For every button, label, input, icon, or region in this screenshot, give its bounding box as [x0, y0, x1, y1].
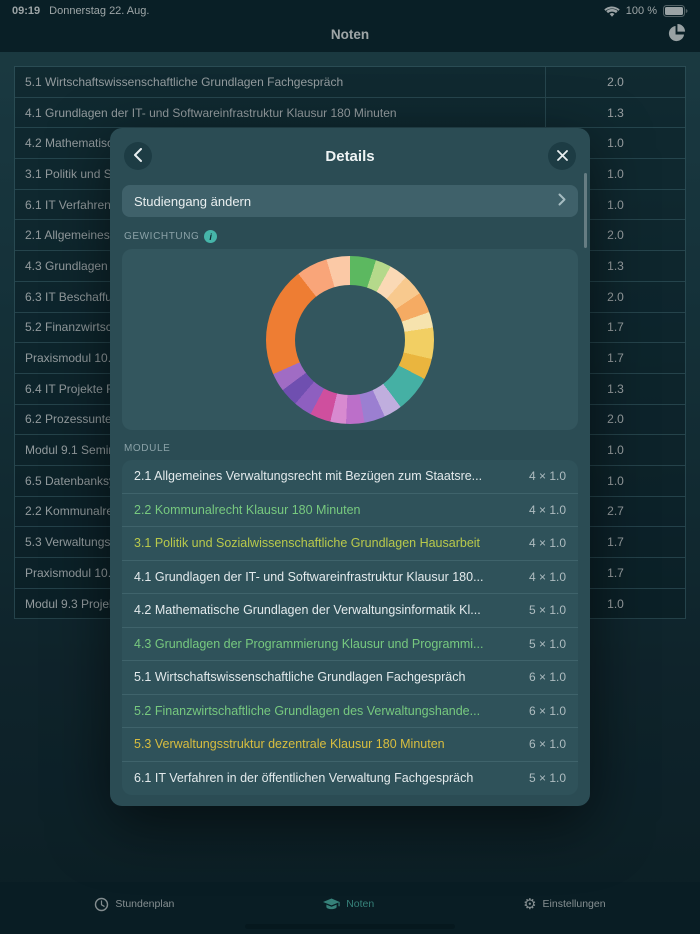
module-weight: 6 × 1.0 [528, 670, 566, 685]
module-name: 4.1 Grundlagen der IT- und Softwareinfra… [25, 105, 397, 120]
status-bar: 09:19 Donnerstag 22. Aug. 100 % [0, 0, 700, 20]
home-indicator[interactable] [245, 924, 455, 929]
module-name: 6.3 IT Beschaffung [25, 289, 126, 304]
module-row[interactable]: 2.1 Allgemeines Verwaltungsrecht mit Bez… [122, 460, 578, 494]
clock-icon [94, 897, 109, 912]
module-row[interactable]: 4.3 Grundlagen der Programmierung Klausu… [122, 628, 578, 661]
pie-chart-icon [667, 24, 686, 46]
battery-icon [663, 5, 688, 17]
gear-icon: ⚙ [523, 894, 537, 913]
change-program-button[interactable]: Studiengang ändern [122, 185, 578, 217]
module-row[interactable]: 5.3 Verwaltungsstruktur dezentrale Klaus… [122, 728, 578, 762]
tab-einstellungen[interactable]: ⚙ Einstellungen [523, 894, 606, 913]
module-weight: 6 × 1.0 [528, 703, 566, 718]
module-name: 4.3 Grundlagen der Programmierung Klausu… [134, 636, 484, 651]
module-row[interactable]: 5.1 Wirtschaftswissenschaftliche Grundla… [122, 661, 578, 695]
status-time: 09:19 [12, 5, 41, 17]
module-name: 6.1 IT Verfahren in der öffentlichen Ver… [134, 771, 474, 786]
module-row[interactable]: 4.2 Mathematische Grundlagen der Verwalt… [122, 594, 578, 628]
module-weight: 4 × 1.0 [528, 502, 566, 517]
module-name: Praxismodul 10.2 [25, 351, 118, 366]
grade-value: 2.0 [545, 67, 685, 97]
module-list: 2.1 Allgemeines Verwaltungsrecht mit Bez… [122, 460, 578, 795]
module-weight: 4 × 1.0 [528, 469, 566, 484]
info-icon[interactable]: i [204, 230, 218, 243]
module-name: 3.1 Politik und Sozialwissenschaftliche … [134, 536, 481, 551]
tab-label: Stundenplan [115, 898, 175, 910]
modal-body: Studiengang ändern GEWICHTUNG i MODULE [110, 185, 590, 795]
module-weight: 5 × 1.0 [528, 636, 566, 651]
module-row[interactable]: 5.2 Finanzwirtschaftliche Grundlagen des… [122, 695, 578, 728]
page-title: Noten [330, 27, 370, 42]
status-right: 100 % [604, 5, 688, 17]
status-date: Donnerstag 22. Aug. [49, 5, 150, 17]
module-weight: 4 × 1.0 [528, 569, 566, 584]
module-weight: 5 × 1.0 [528, 603, 566, 618]
module-weight: 6 × 1.0 [528, 737, 566, 752]
graduation-cap-icon [323, 898, 340, 911]
module-row[interactable]: 3.1 Politik und Sozialwissenschaftliche … [122, 527, 578, 561]
donut-hole [295, 284, 405, 395]
back-button[interactable] [124, 142, 152, 170]
back-chevron-icon [133, 147, 143, 165]
weighting-chart-card [122, 249, 578, 430]
details-modal: Details Studiengang ändern GEWICHTUNG i [110, 128, 590, 806]
top-chrome: 09:19 Donnerstag 22. Aug. 100 % Noten [0, 0, 700, 52]
tab-label: Noten [346, 898, 375, 910]
battery-percent: 100 % [625, 5, 657, 17]
module-weight: 5 × 1.0 [528, 771, 566, 786]
pie-chart-button[interactable] [664, 23, 688, 47]
module-name: 5.1 Wirtschaftswissenschaftliche Grundla… [25, 74, 344, 89]
wifi-icon [604, 6, 620, 17]
status-left: 09:19 Donnerstag 22. Aug. [12, 5, 149, 17]
module-name: 2.2 Kommunalrecht Klausur 180 Minuten [134, 502, 361, 517]
section-text: GEWICHTUNG [124, 231, 200, 242]
module-name: 5.3 Verwaltungsstruktur dezentrale Klaus… [134, 737, 445, 752]
section-text: MODULE [124, 443, 171, 454]
module-name: 4.2 Mathematische Grundlagen der Verwalt… [134, 603, 481, 618]
grade-value: 1.3 [545, 97, 685, 128]
weighting-donut [266, 255, 434, 424]
close-button[interactable] [548, 142, 576, 170]
module-name: Modul 9.1 Seminar [25, 443, 126, 458]
modules-section-label: MODULE [124, 443, 576, 454]
modal-scrollbar[interactable] [584, 173, 587, 248]
tab-noten[interactable]: Noten [323, 898, 374, 911]
tab-label: Einstellungen [542, 898, 606, 910]
nav-bar: Noten [0, 20, 700, 52]
module-name: 2.1 Allgemeines Verwaltungsrecht mit Bez… [134, 469, 483, 484]
module-name: Praxismodul 10.3 [25, 565, 118, 580]
weighting-section-label: GEWICHTUNG i [124, 230, 576, 243]
module-row[interactable]: 2.2 Kommunalrecht Klausur 180 Minuten 4 … [122, 494, 578, 527]
table-row[interactable]: 5.1 Wirtschaftswissenschaftliche Grundla… [15, 67, 685, 98]
module-name: 4.1 Grundlagen der IT- und Softwareinfra… [134, 569, 484, 584]
module-row[interactable]: 4.1 Grundlagen der IT- und Softwareinfra… [122, 561, 578, 594]
close-icon [556, 149, 568, 164]
chevron-right-icon [558, 193, 566, 209]
change-program-label: Studiengang ändern [134, 193, 252, 209]
module-weight: 4 × 1.0 [528, 536, 566, 551]
modal-title: Details [325, 147, 375, 165]
tab-stundenplan[interactable]: Stundenplan [94, 897, 174, 912]
table-row[interactable]: 4.1 Grundlagen der IT- und Softwareinfra… [15, 97, 685, 129]
module-name: 5.1 Wirtschaftswissenschaftliche Grundla… [134, 670, 466, 685]
module-row[interactable]: 6.1 IT Verfahren in der öffentlichen Ver… [122, 762, 578, 796]
modal-header: Details [110, 128, 590, 184]
module-name: 5.2 Finanzwirtschaftliche Grundlagen des… [134, 703, 481, 718]
